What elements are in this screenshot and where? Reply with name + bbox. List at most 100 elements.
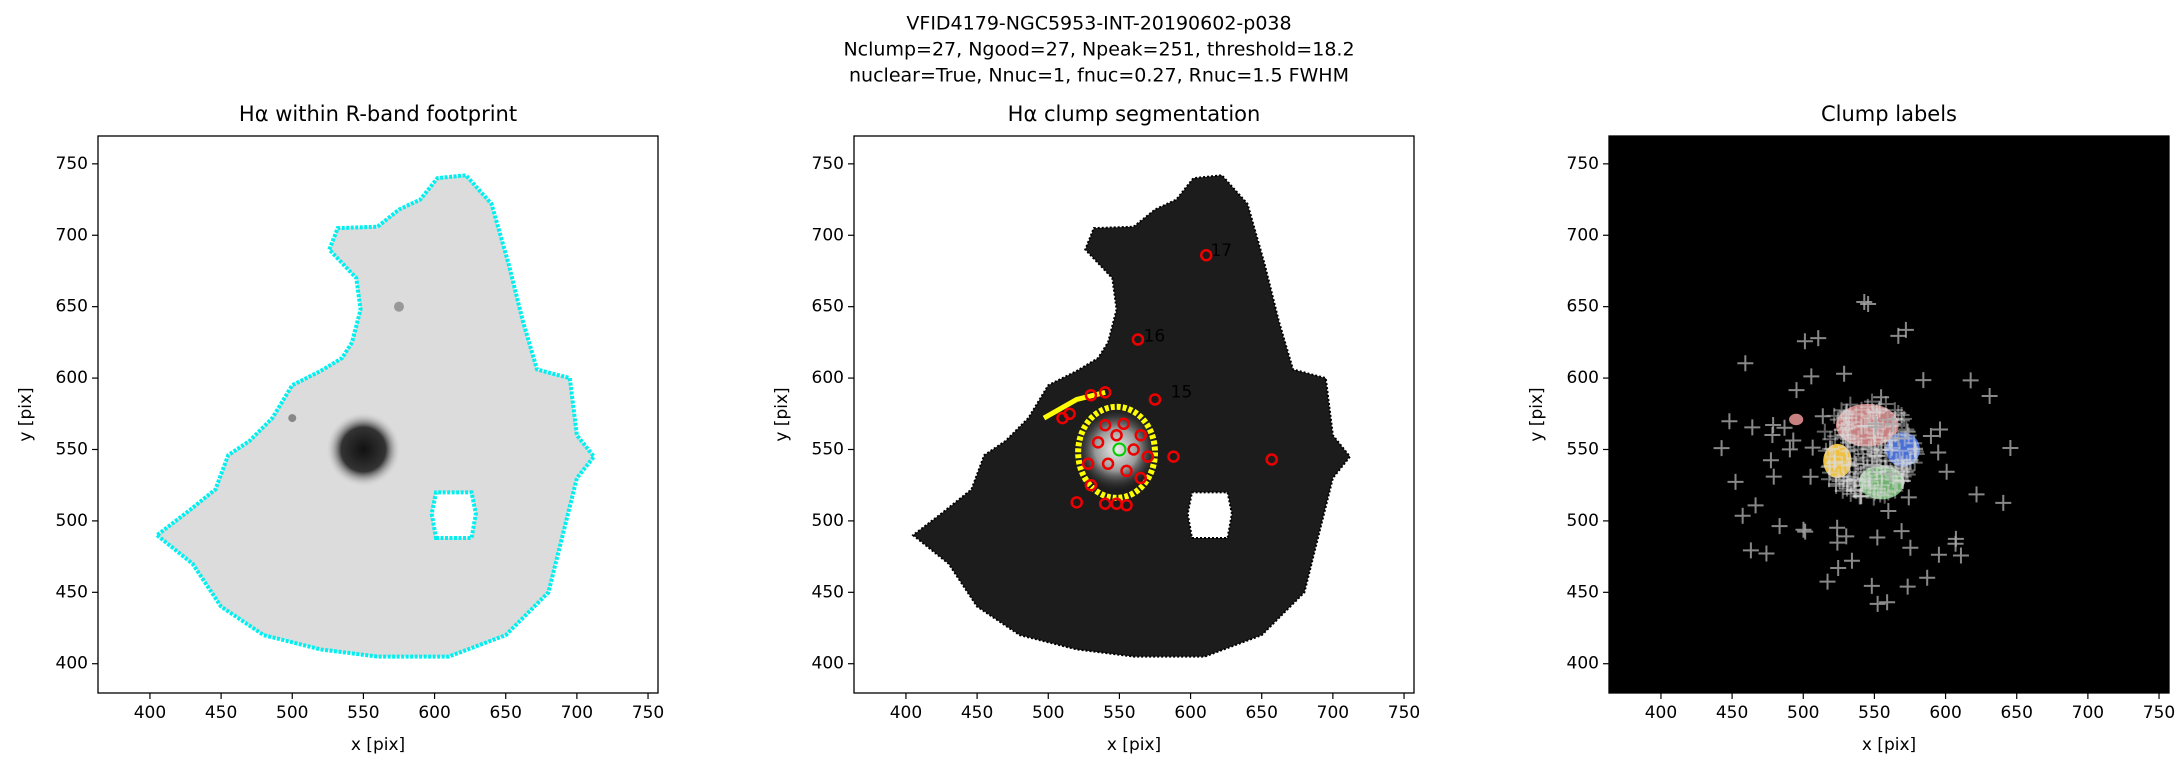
peak-marker bbox=[2002, 440, 2019, 457]
peak-marker bbox=[1821, 457, 1838, 474]
peak-marker bbox=[1895, 460, 1912, 477]
y-tick-label: 500 bbox=[1567, 511, 1599, 531]
peak-marker bbox=[1908, 446, 1925, 463]
peak-marker bbox=[1981, 387, 1998, 404]
peak-marker bbox=[1893, 407, 1910, 424]
y-tick-label: 450 bbox=[56, 582, 88, 602]
peak-marker bbox=[1887, 482, 1904, 499]
peak-marker bbox=[1855, 460, 1872, 477]
peak-marker bbox=[1867, 418, 1884, 435]
suptitle: VFID4179-NGC5953-INT-20190602-p038 bbox=[906, 13, 1291, 35]
peak-marker bbox=[1846, 450, 1863, 467]
peak-marker bbox=[1817, 442, 1834, 459]
peak-marker bbox=[1826, 448, 1843, 465]
x-axis-label: x [pix] bbox=[1862, 735, 1916, 755]
peak-marker bbox=[1890, 404, 1907, 421]
x-tick-label: 400 bbox=[1645, 703, 1677, 723]
peak-marker bbox=[1930, 444, 1947, 461]
peak-marker bbox=[1840, 415, 1857, 432]
peak-marker bbox=[1869, 447, 1886, 464]
peak-marker bbox=[1947, 530, 1964, 547]
clump-marker bbox=[1091, 436, 1105, 449]
y-tick-label: 700 bbox=[56, 225, 88, 245]
peak-marker bbox=[1864, 457, 1881, 474]
peak-marker bbox=[1852, 488, 1869, 505]
peak-marker bbox=[1902, 451, 1919, 468]
peak-marker bbox=[1826, 454, 1843, 471]
peak-marker bbox=[1881, 432, 1898, 449]
peak-marker bbox=[1833, 422, 1850, 439]
x-tick-label: 700 bbox=[2072, 703, 2104, 723]
peak-marker bbox=[1872, 442, 1889, 459]
peak-marker bbox=[1897, 464, 1914, 481]
peak-marker bbox=[1863, 441, 1880, 458]
peak-marker bbox=[1896, 410, 1913, 427]
clump-marker bbox=[1199, 249, 1213, 262]
x-tick-label: 600 bbox=[418, 703, 450, 723]
axes-title: Hα clump segmentation bbox=[1008, 102, 1261, 126]
peak-marker bbox=[1861, 467, 1878, 484]
peak-marker bbox=[1890, 430, 1907, 447]
peak-marker bbox=[1727, 473, 1744, 490]
peak-marker bbox=[1879, 411, 1896, 428]
y-tick-label: 750 bbox=[1567, 154, 1599, 174]
peak-marker bbox=[1841, 409, 1858, 426]
peak-marker bbox=[1835, 409, 1852, 426]
axes-frame bbox=[853, 135, 1415, 694]
y-tick-label: 650 bbox=[1567, 297, 1599, 317]
peak-marker bbox=[1847, 471, 1864, 488]
peak-marker bbox=[1853, 418, 1870, 435]
peak-marker bbox=[1883, 432, 1900, 449]
peak-marker bbox=[1747, 497, 1764, 514]
y-axis-label: y [pix] bbox=[16, 387, 36, 441]
clump-marker bbox=[1148, 393, 1162, 406]
x-tick-label: 600 bbox=[1174, 703, 1206, 723]
peak-marker bbox=[1835, 468, 1852, 485]
peak-marker bbox=[1839, 420, 1856, 437]
peak-marker bbox=[1758, 545, 1775, 562]
peak-marker bbox=[1853, 437, 1870, 454]
clump-marker bbox=[1117, 417, 1130, 431]
peak-marker bbox=[1839, 480, 1856, 497]
peak-marker bbox=[1865, 403, 1882, 420]
peak-marker bbox=[1834, 482, 1851, 499]
peak-marker bbox=[1795, 521, 1812, 538]
peak-marker bbox=[1884, 439, 1901, 456]
peak-marker bbox=[1838, 403, 1855, 420]
peak-marker bbox=[1835, 426, 1852, 443]
x-tick-label: 550 bbox=[1103, 703, 1135, 723]
peak-marker bbox=[1845, 472, 1862, 489]
peak-marker bbox=[1894, 472, 1911, 489]
peak-marker bbox=[1876, 487, 1893, 504]
y-tick-label: 450 bbox=[1567, 582, 1599, 602]
clump-marker bbox=[1120, 464, 1133, 478]
peak-marker bbox=[1893, 472, 1910, 489]
x-tick-label: 650 bbox=[1245, 703, 1277, 723]
clump-id: 16 bbox=[1144, 327, 1166, 347]
peak-marker bbox=[1880, 502, 1897, 519]
peak-marker bbox=[1837, 406, 1854, 423]
peak-marker bbox=[1894, 451, 1911, 468]
y-tick-label: 700 bbox=[1567, 225, 1599, 245]
peak-marker bbox=[1836, 365, 1853, 382]
peak-marker bbox=[1864, 393, 1881, 410]
peak-marker bbox=[1869, 480, 1886, 497]
peak-marker bbox=[1893, 412, 1910, 429]
clump-marker bbox=[1167, 450, 1180, 463]
peak-marker bbox=[1879, 594, 1896, 611]
peak-marker bbox=[1880, 484, 1897, 501]
peak-marker bbox=[1898, 462, 1915, 479]
peak-marker bbox=[1860, 296, 1877, 313]
y-axis-label: y [pix] bbox=[1527, 387, 1547, 441]
x-tick-label: 500 bbox=[1032, 703, 1064, 723]
peak-marker bbox=[1827, 428, 1844, 445]
clump-marker bbox=[1141, 450, 1155, 463]
peak-marker bbox=[1995, 494, 2012, 511]
peak-marker bbox=[1830, 559, 1847, 576]
peak-marker bbox=[1850, 464, 1866, 481]
peak-marker bbox=[1866, 447, 1883, 464]
nuclear-marker bbox=[1112, 442, 1127, 457]
peak-marker bbox=[1852, 465, 1869, 482]
peak-marker bbox=[1891, 442, 1908, 459]
peak-marker bbox=[1893, 523, 1910, 540]
